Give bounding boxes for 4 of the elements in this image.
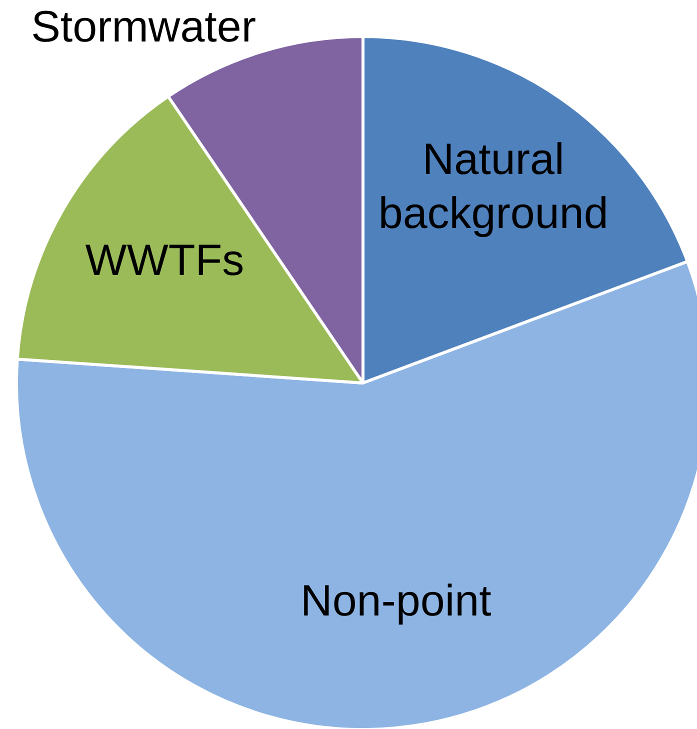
slice-label: WWTFs bbox=[85, 236, 244, 286]
slice-label: Natural background bbox=[378, 135, 608, 238]
slice-label: Non-point bbox=[300, 576, 492, 626]
slice-label: Stormwater bbox=[31, 2, 256, 52]
